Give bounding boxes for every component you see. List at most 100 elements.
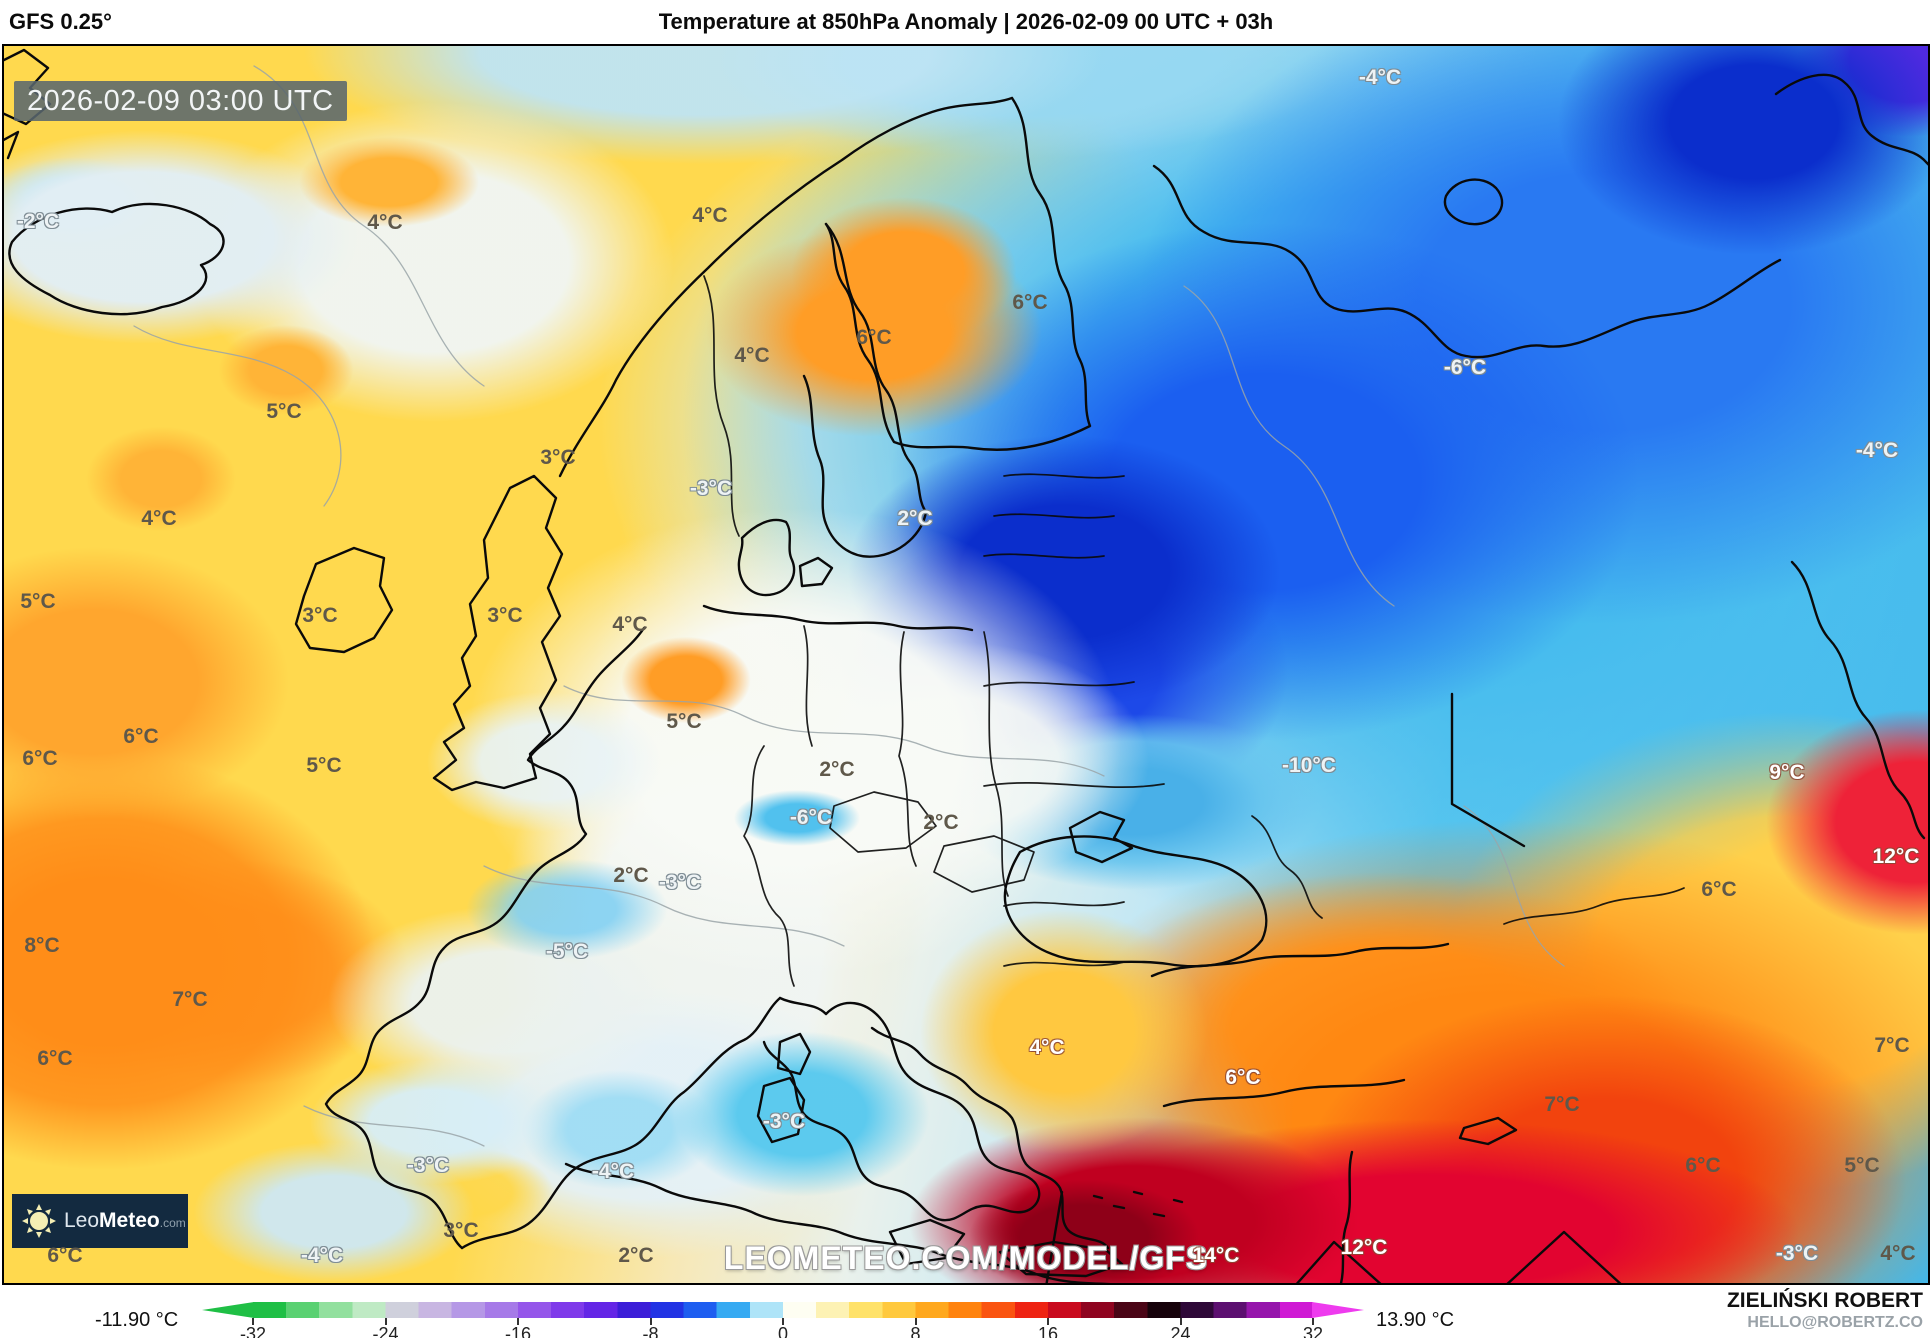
border-germany xyxy=(803,625,813,747)
border-ukraine-north xyxy=(983,782,1165,788)
contour-line xyxy=(563,685,1105,777)
contour-line xyxy=(133,325,342,507)
coast-sardinia xyxy=(756,1076,806,1144)
colorbar-tick-label: -16 xyxy=(504,1324,532,1338)
temp-label: 6°C xyxy=(1012,291,1048,314)
colorbar-tick xyxy=(1047,1318,1049,1325)
coast-island xyxy=(1443,178,1504,226)
coast-spain-med xyxy=(460,996,782,1250)
watermark-url: LEOMETEO.COM/MODEL/GFS xyxy=(723,1240,1209,1276)
temp-label: 5°C xyxy=(666,710,702,733)
border-baltics xyxy=(983,473,1125,559)
coast-sweden xyxy=(802,222,928,558)
border-libya-egypt xyxy=(1045,1190,1064,1283)
temp-label: 6°C xyxy=(856,326,892,349)
coast-corsica xyxy=(776,1032,812,1076)
border-ukraine-west xyxy=(983,631,1009,897)
coast-sicily xyxy=(888,1218,966,1266)
logo-leo: Leo xyxy=(64,1209,100,1232)
temp-label: 4°C xyxy=(141,507,177,530)
coast-iceland xyxy=(8,202,225,316)
attribution-contact: HELLO@ROBERTZ.CO xyxy=(1747,1314,1923,1331)
coast-turkey-south xyxy=(1162,1078,1406,1108)
border-hungary xyxy=(933,835,1035,893)
temp-label: 4°C xyxy=(367,211,403,234)
coast-levant xyxy=(1339,1150,1354,1283)
model-name: GFS 0.25° xyxy=(9,9,112,34)
temp-label: 4°C xyxy=(734,344,770,367)
colorbar-tick-label: 0 xyxy=(777,1324,789,1338)
coast-baltic-south xyxy=(702,604,974,632)
temp-label: 12°C xyxy=(1340,1236,1388,1259)
coast-finland xyxy=(824,96,1092,451)
temp-label: 14°C xyxy=(1192,1244,1240,1267)
contour-line xyxy=(303,1105,485,1147)
coast-black-sea xyxy=(1003,835,1268,968)
coastlines-layer xyxy=(4,48,1928,1283)
temp-label: 9°C xyxy=(1769,761,1805,784)
temp-label: -3°C xyxy=(658,871,702,894)
border-romania xyxy=(1003,901,1125,907)
colorbar-tick-label: 8 xyxy=(910,1324,921,1338)
temp-label: 6°C xyxy=(1701,878,1737,901)
border-france-east xyxy=(743,745,795,987)
temp-label: 6°C xyxy=(22,747,58,770)
page-title: Temperature at 850hPa Anomaly | 2026-02-… xyxy=(658,9,1274,34)
temp-label: -3°C xyxy=(406,1154,450,1177)
coast-denmark xyxy=(737,518,796,597)
temp-label: 7°C xyxy=(1874,1034,1910,1057)
temp-label: 5°C xyxy=(20,590,56,613)
colorbar-min-value: -11.90 °C xyxy=(95,1309,179,1331)
logo-tld: .com xyxy=(159,1216,186,1230)
colorbar-tick xyxy=(782,1318,784,1325)
temperature-anomaly-field xyxy=(4,46,1928,1283)
temp-label: 4°C xyxy=(692,204,728,227)
temp-label: 3°C xyxy=(540,446,576,469)
colorbar-tick xyxy=(914,1318,917,1325)
temp-label: 8°C xyxy=(24,934,60,957)
temp-label: 5°C xyxy=(306,754,342,777)
border-bulgaria xyxy=(1003,961,1125,967)
temp-label: 2°C xyxy=(819,758,855,781)
coast-adriatic-greece xyxy=(870,1026,1110,1250)
border-belarus xyxy=(983,681,1135,687)
colorbar-right-arrow xyxy=(1312,1302,1364,1318)
timestamp-chip: 2026-02-09 03:00 UTC xyxy=(14,81,347,121)
temp-label: 4°C xyxy=(1880,1242,1916,1265)
temp-label: -6°C xyxy=(1443,356,1487,379)
colorbar-tick-label: 24 xyxy=(1170,1324,1191,1338)
colorbar-tick-label: 32 xyxy=(1302,1324,1324,1338)
contour-line xyxy=(1183,285,1395,607)
temp-label: 2°C xyxy=(897,507,933,530)
temp-label: -3°C xyxy=(762,1110,806,1133)
coast-north-africa xyxy=(564,1162,1111,1283)
coast-west-europe xyxy=(324,626,646,1250)
coast-ireland xyxy=(294,546,394,654)
temp-label: 2°C xyxy=(613,864,649,887)
temp-label: -4°C xyxy=(1358,66,1402,89)
temp-label: -10°C xyxy=(1282,754,1336,777)
border-arabia xyxy=(1506,1230,1622,1283)
temp-label: -3°C xyxy=(1775,1242,1819,1265)
leometeo-logo: LeoMeteo.com xyxy=(12,1194,188,1248)
temp-label: 3°C xyxy=(443,1219,479,1242)
coast-sinai xyxy=(1295,1240,1382,1283)
header-bar: GFS 0.25° Temperature at 850hPa Anomaly … xyxy=(0,0,1932,44)
colorbar-left-arrow xyxy=(202,1302,254,1318)
coast-greenland xyxy=(4,130,20,160)
temp-label: -3°C xyxy=(689,477,733,500)
contour-line xyxy=(483,865,845,947)
sun-icon xyxy=(22,1204,56,1238)
temp-label: -4°C xyxy=(1855,439,1899,462)
logo-meteo: Meteo xyxy=(99,1209,160,1232)
coast-norway xyxy=(558,96,1014,478)
temp-label: 3°C xyxy=(302,604,338,627)
border-caucasus-east xyxy=(1503,887,1685,925)
temp-label: -6°C xyxy=(789,806,833,829)
temp-label: 12°C xyxy=(1872,845,1920,868)
temp-label: 2°C xyxy=(923,811,959,834)
colorbar-footer: -11.90 °C 13.90 °C -32 -24 -16 -8 0 8 16 24 32 Z… xyxy=(0,1285,1932,1338)
coast-italy xyxy=(762,996,1041,1222)
border-caucasus xyxy=(1251,815,1323,919)
anomaly-map: 2026-02-09 03:00 UTC LeoMeteo.com LEOMET… xyxy=(2,44,1930,1285)
